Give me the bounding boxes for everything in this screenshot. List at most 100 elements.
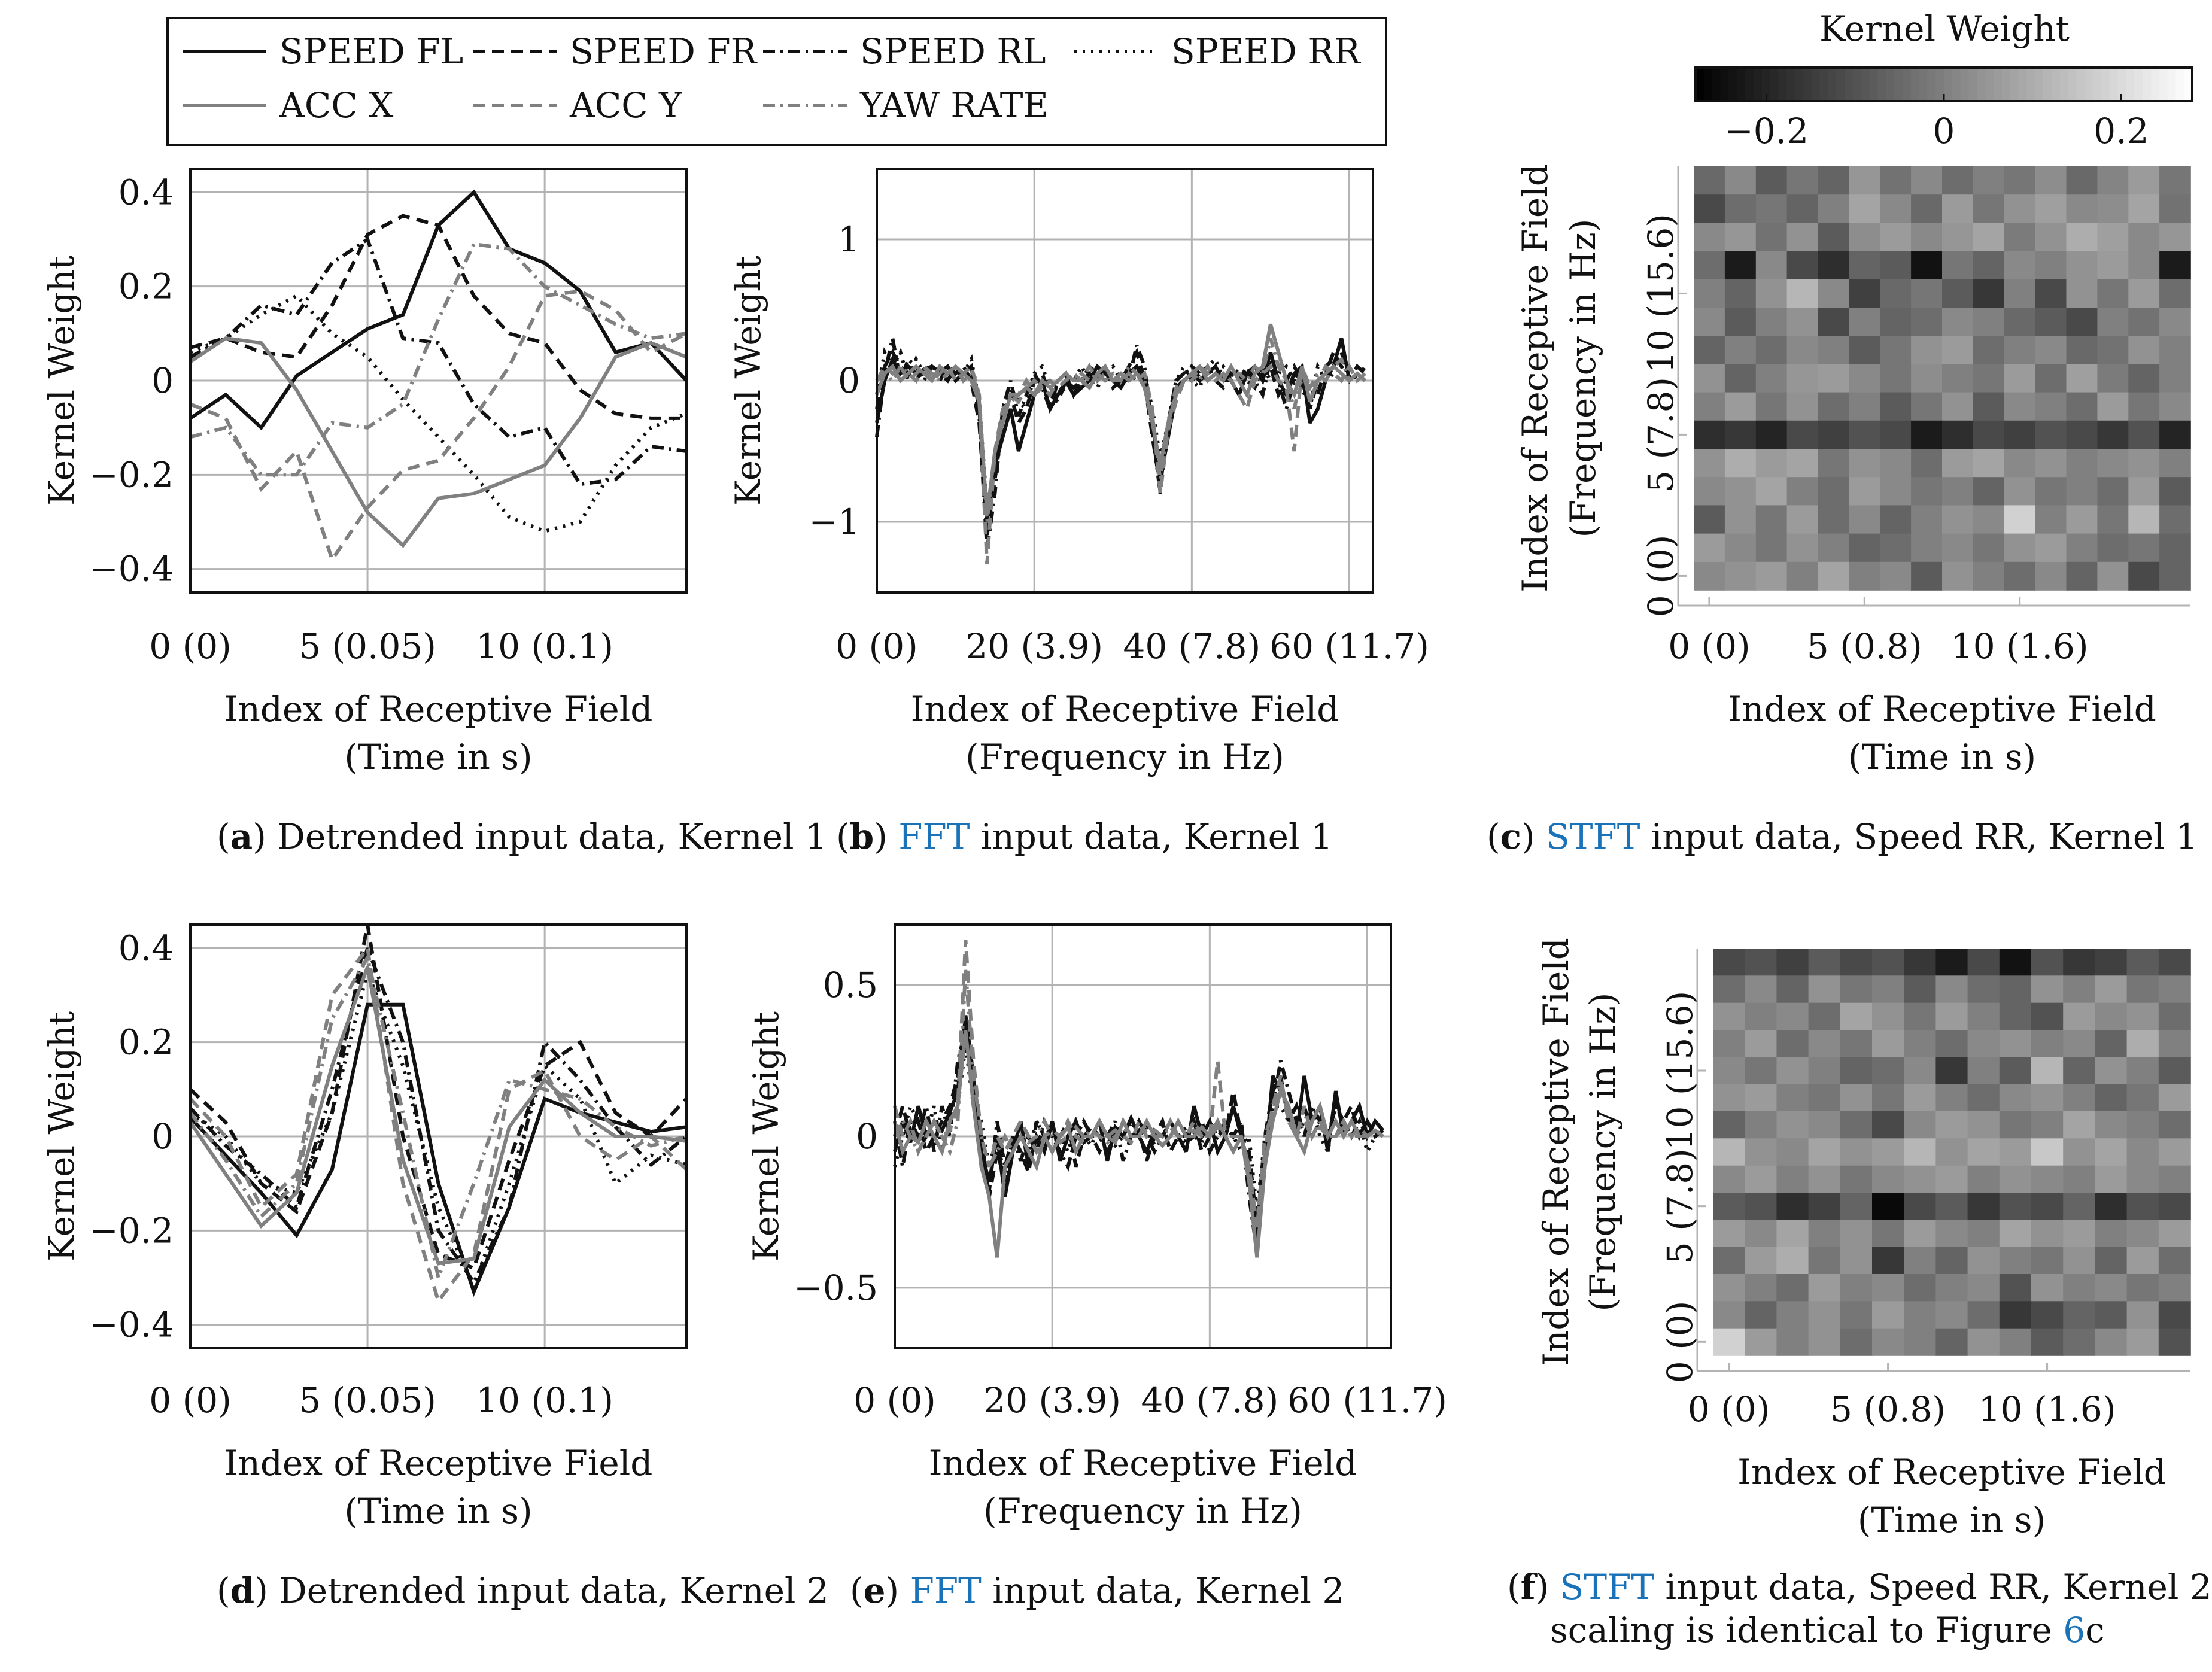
c-cell-6-7 (1911, 336, 1943, 365)
f-cell-7-14 (2158, 1138, 2191, 1166)
f-cell-13-2 (1776, 1301, 1809, 1329)
f-cell-7-11 (2063, 1138, 2096, 1166)
f-cell-14-7 (1936, 1328, 1968, 1356)
f-cell-9-2 (1776, 1193, 1809, 1221)
c-cell-11-3 (1786, 477, 1819, 506)
f-cell-10-3 (1808, 1220, 1841, 1248)
c-cell-1-0 (1694, 194, 1725, 224)
c-cell-13-2 (1755, 533, 1788, 563)
f-cell-12-8 (1967, 1274, 2000, 1302)
colorbar-step-21 (1869, 68, 1879, 101)
c-cell-10-14 (2128, 449, 2160, 478)
panel-f-heatmap: 0 (0) 5 (0.8) 10 (1.6) 0 (0) 5 (7.8)10 (15.6… (1536, 938, 2191, 1540)
colorbar-step-30 (1944, 68, 1953, 101)
c-cell-14-0 (1694, 561, 1725, 591)
f-cell-1-1 (1745, 975, 1778, 1004)
f-cell-0-9 (1999, 949, 2032, 977)
f-cell-8-12 (2095, 1165, 2128, 1193)
c-cell-3-6 (1880, 251, 1912, 280)
c-cell-13-7 (1911, 533, 1943, 563)
colorbar-step-39 (2018, 68, 2028, 101)
f-ylabel: Index of Receptive Field (1536, 938, 1576, 1366)
c-cell-14-10 (2004, 561, 2036, 591)
f-cell-2-2 (1776, 1002, 1809, 1030)
c-cell-2-15 (2159, 223, 2191, 252)
e-series-yaw-rate (893, 969, 1384, 1228)
f-cell-4-0 (1713, 1057, 1745, 1085)
caption-e-letter: e (863, 1570, 886, 1611)
f-cell-5-12 (2095, 1084, 2128, 1112)
f-cell-4-13 (2126, 1057, 2159, 1085)
colorbar-step-37 (2001, 68, 2011, 101)
f-cell-2-10 (2031, 1002, 2064, 1030)
f-cell-10-7 (1936, 1220, 1968, 1248)
f-cell-8-14 (2158, 1165, 2191, 1193)
f-cell-4-9 (1999, 1057, 2032, 1085)
c-cell-6-13 (2097, 336, 2129, 365)
b-ytick-label-0: −1 (809, 501, 861, 542)
c-cell-14-3 (1786, 561, 1819, 591)
f-ytick-label-1: 5 (7.8) (1660, 1148, 1700, 1264)
colorbar-step-35 (1985, 68, 1994, 101)
f-cell-0-12 (2095, 949, 2128, 977)
caption-c-stft-link[interactable]: STFT (1546, 816, 1640, 857)
legend-frame (166, 17, 1387, 146)
f-cell-7-9 (1999, 1138, 2032, 1166)
c-cell-10-6 (1880, 449, 1912, 478)
colorbar-step-16 (1828, 68, 1837, 101)
c-xtick-label-1: 5 (0.8) (1807, 626, 1922, 667)
c-cell-4-3 (1786, 279, 1819, 308)
c-cell-8-11 (2035, 392, 2067, 421)
f-cell-11-9 (1999, 1247, 2032, 1275)
f-cell-13-7 (1936, 1301, 1968, 1329)
c-cell-11-11 (2035, 477, 2067, 506)
c-cell-13-6 (1880, 533, 1912, 563)
f-cell-10-6 (1904, 1220, 1937, 1248)
f-cell-9-1 (1745, 1193, 1778, 1221)
c-cell-11-4 (1818, 477, 1850, 506)
c-cell-1-7 (1911, 194, 1943, 224)
f-cell-14-14 (2158, 1328, 2191, 1356)
c-cell-1-13 (2097, 194, 2129, 224)
e-ytick-label-1: 0 (856, 1116, 878, 1157)
legend-label-4: ACC X (279, 85, 394, 126)
caption-e-fft-link[interactable]: FFT (910, 1570, 982, 1611)
c-cell-7-10 (2004, 364, 2036, 393)
b-series-acc-y (875, 363, 1366, 565)
c-cell-5-3 (1786, 308, 1819, 336)
d-ytick-label-1: −0.2 (89, 1210, 174, 1251)
caption-f-figure-link[interactable]: 6 (2063, 1610, 2086, 1650)
a-xlabel: Index of Receptive Field (224, 689, 653, 729)
caption-d-text: Detrended input data, Kernel 2 (268, 1570, 829, 1611)
c-cell-6-9 (1973, 336, 2005, 365)
c-cell-13-10 (2004, 533, 2036, 563)
f-cell-12-5 (1872, 1274, 1904, 1302)
f-cell-12-10 (2031, 1274, 2064, 1302)
c-cell-8-10 (2004, 392, 2036, 421)
f-cell-12-11 (2063, 1274, 2096, 1302)
f-cell-3-9 (1999, 1030, 2032, 1058)
caption-f-line2-end: c (2085, 1610, 2105, 1650)
f-cell-0-4 (1840, 949, 1873, 977)
c-cell-3-7 (1911, 251, 1943, 280)
f-cell-10-2 (1776, 1220, 1809, 1248)
caption-f-stft-link[interactable]: STFT (1560, 1567, 1655, 1607)
c-cell-3-2 (1755, 251, 1788, 280)
colorbar-step-44 (2059, 68, 2069, 101)
colorbar-step-12 (1795, 68, 1804, 101)
f-cell-8-9 (1999, 1165, 2032, 1193)
c-cell-7-4 (1818, 364, 1850, 393)
b-xtick-label-1: 20 (3.9) (965, 626, 1103, 667)
c-cell-5-10 (2004, 308, 2036, 336)
c-cell-6-5 (1849, 336, 1881, 365)
f-cell-14-3 (1808, 1328, 1841, 1356)
f-cell-1-3 (1808, 975, 1841, 1004)
legend-label-5: ACC Y (569, 85, 682, 126)
c-cell-13-15 (2159, 533, 2191, 563)
f-cell-14-4 (1840, 1328, 1873, 1356)
f-cell-0-8 (1967, 949, 2000, 977)
caption-b-fft-link[interactable]: FFT (898, 816, 970, 857)
caption-f-line2-text: scaling is identical to Figure (1550, 1610, 2064, 1650)
caption-f: (f) STFT input data, Speed RR, Kernel 2,… (1507, 1565, 2212, 1652)
c-cell-7-5 (1849, 364, 1881, 393)
